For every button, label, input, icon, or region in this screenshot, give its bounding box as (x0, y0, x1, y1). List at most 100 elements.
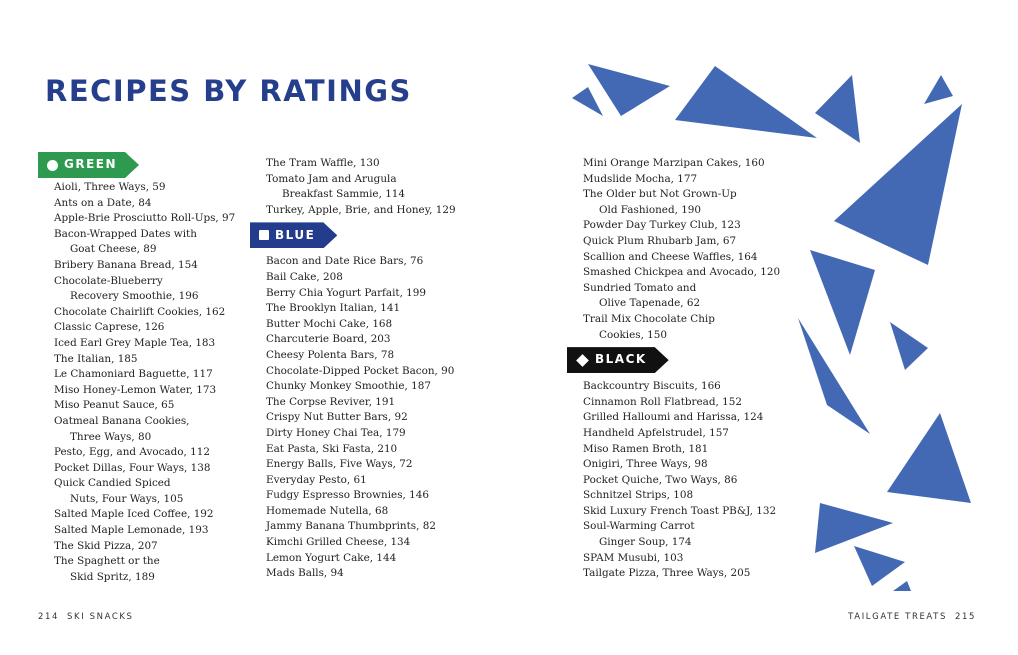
recipe-line-continued: Goat Cheese, 89 (70, 243, 157, 256)
recipe-line-continued: Ginger Soup, 174 (599, 536, 692, 549)
recipe-entry: Charcuterie Board, 203 (266, 332, 476, 348)
recipe-entry: Chocolate-Dipped Pocket Bacon, 90 (266, 364, 476, 380)
recipe-line: Kimchi Grilled Cheese, 134 (266, 536, 411, 549)
recipe-entry: Pocket Dillas, Four Ways, 138 (54, 461, 254, 477)
recipe-entry: The Spaghett or the Skid Spritz, 189 (54, 554, 254, 585)
recipe-line: The Skid Pizza, 207 (54, 539, 158, 552)
recipe-line: Onigiri, Three Ways, 98 (583, 458, 708, 471)
recipe-line: The Spaghett or the (54, 555, 160, 568)
rating-tag-black: BLACK (567, 347, 669, 373)
recipe-line: Skid Luxury French Toast PB&J, 132 (583, 504, 777, 517)
recipe-entry: Bribery Banana Bread, 154 (54, 258, 254, 274)
recipe-line: Quick Candied Spiced (54, 477, 171, 490)
recipe-entry: Mini Orange Marzipan Cakes, 160 (583, 156, 803, 172)
triangle-shape (675, 66, 817, 138)
recipe-line: Quick Plum Rhubarb Jam, 67 (583, 234, 737, 247)
recipe-line: The Brooklyn Italian, 141 (266, 302, 401, 315)
triangle-shape (810, 250, 875, 355)
recipe-column-2: The Tram Waffle, 130 Tomato Jam and Arugu… (266, 156, 476, 582)
footer-left-label: SKI SNACKS (67, 612, 134, 622)
recipe-entry: Quick Candied Spiced Nuts, Four Ways, 105 (54, 476, 254, 507)
recipe-entry: Le Chamoniard Baguette, 117 (54, 367, 254, 383)
recipe-entry: Grilled Halloumi and Harissa, 124 (583, 410, 803, 426)
recipe-line: Schnitzel Strips, 108 (583, 489, 694, 502)
recipe-line: Turkey, Apple, Brie, and Honey, 129 (266, 203, 456, 216)
recipe-entry: Apple-Brie Prosciutto Roll-Ups, 97 (54, 211, 254, 227)
recipe-entry: Fudgy Espresso Brownies, 146 (266, 488, 476, 504)
recipe-entry: Jammy Banana Thumbprints, 82 (266, 519, 476, 535)
recipe-entry: Tomato Jam and Arugula Breakfast Sammie, … (266, 172, 476, 203)
recipe-entry: The Older but Not Grown-Up Old Fashioned,… (583, 187, 803, 218)
recipe-line: Apple-Brie Prosciutto Roll-Ups, 97 (54, 212, 236, 225)
recipe-line: Bribery Banana Bread, 154 (54, 258, 198, 271)
recipe-line: Le Chamoniard Baguette, 117 (54, 368, 213, 381)
recipe-line: Miso Peanut Sauce, 65 (54, 399, 175, 412)
recipe-entry: Bacon-Wrapped Dates with Goat Cheese, 89 (54, 227, 254, 258)
recipe-entry: Classic Caprese, 126 (54, 320, 254, 336)
recipe-line: Fudgy Espresso Brownies, 146 (266, 489, 429, 502)
recipe-line-continued: Cookies, 150 (599, 328, 668, 341)
recipe-entry: SPAM Musubi, 103 (583, 551, 803, 567)
recipe-entry: Iced Earl Grey Maple Tea, 183 (54, 336, 254, 352)
recipe-line: Scallion and Cheese Waffles, 164 (583, 250, 758, 263)
recipe-line-continued: Old Fashioned, 190 (599, 203, 702, 216)
recipe-entry: Crispy Nut Butter Bars, 92 (266, 410, 476, 426)
recipe-entry: Dirty Honey Chai Tea, 179 (266, 426, 476, 442)
recipe-entry: Eat Pasta, Ski Fasta, 210 (266, 442, 476, 458)
recipe-line: Bacon and Date Rice Bars, 76 (266, 255, 424, 268)
recipe-entry: The Corpse Reviver, 191 (266, 395, 476, 411)
recipe-line: Powder Day Turkey Club, 123 (583, 219, 741, 232)
recipe-line: Sundried Tomato and (583, 281, 697, 294)
recipe-line: Mini Orange Marzipan Cakes, 160 (583, 157, 765, 169)
recipe-line: Classic Caprese, 126 (54, 321, 165, 334)
rating-tag-label: BLACK (595, 352, 647, 367)
recipe-line: Chocolate Chairlift Cookies, 162 (54, 305, 226, 318)
recipe-entry: Skid Luxury French Toast PB&J, 132 (583, 504, 803, 520)
recipe-line: The Tram Waffle, 130 (266, 157, 380, 169)
triangle-shape (815, 75, 860, 143)
recipe-entry: Salted Maple Lemonade, 193 (54, 523, 254, 539)
recipe-line: Salted Maple Lemonade, 193 (54, 524, 209, 537)
footer-left: 214 SKI SNACKS (38, 612, 134, 622)
recipe-line: Berry Chia Yogurt Parfait, 199 (266, 286, 427, 299)
recipe-line: Smashed Chickpea and Avocado, 120 (583, 266, 781, 279)
recipe-entry: Turkey, Apple, Brie, and Honey, 129 (266, 203, 476, 219)
recipe-entry: Pocket Quiche, Two Ways, 86 (583, 473, 803, 489)
footer-right: TAILGATE TREATS 215 (848, 612, 976, 622)
recipe-entry: Cheesy Polenta Bars, 78 (266, 348, 476, 364)
square-icon (259, 230, 269, 240)
recipe-entry: Tailgate Pizza, Three Ways, 205 (583, 566, 803, 582)
recipe-entry: The Brooklyn Italian, 141 (266, 301, 476, 317)
recipe-line: Grilled Halloumi and Harissa, 124 (583, 411, 764, 424)
recipe-entry: Chocolate-Blueberry Recovery Smoothie, 19… (54, 274, 254, 305)
triangle-shape (834, 104, 962, 265)
recipe-entry: Chunky Monkey Smoothie, 187 (266, 379, 476, 395)
recipe-entry: Schnitzel Strips, 108 (583, 488, 803, 504)
triangle-shape (572, 87, 603, 116)
recipe-entry: Butter Mochi Cake, 168 (266, 317, 476, 333)
recipe-line: Cinnamon Roll Flatbread, 152 (583, 395, 742, 408)
recipe-line-continued: Nuts, Four Ways, 105 (70, 492, 184, 505)
recipe-entry: Onigiri, Three Ways, 98 (583, 457, 803, 473)
recipe-line: The Corpse Reviver, 191 (266, 395, 396, 408)
recipe-line: Salted Maple Iced Coffee, 192 (54, 508, 214, 521)
recipe-line-continued: Three Ways, 80 (70, 430, 152, 443)
triangle-shape (887, 413, 971, 503)
recipe-entry: Homemade Nutella, 68 (266, 504, 476, 520)
recipe-entry: Aioli, Three Ways, 59 (54, 180, 254, 196)
recipe-line: Aioli, Three Ways, 59 (54, 181, 166, 193)
recipe-line: Miso Ramen Broth, 181 (583, 442, 709, 455)
recipe-line: Charcuterie Board, 203 (266, 333, 391, 346)
triangle-shape (893, 581, 911, 591)
triangle-shape (854, 546, 905, 586)
recipe-line-continued: Skid Spritz, 189 (70, 570, 155, 583)
recipe-line: Mudslide Mocha, 177 (583, 172, 698, 185)
recipe-line: Tailgate Pizza, Three Ways, 205 (583, 567, 751, 580)
recipe-column-1: GREEN Aioli, Three Ways, 59 Ants on a Date… (54, 156, 254, 585)
recipe-entry: Everyday Pesto, 61 (266, 473, 476, 489)
recipe-entry: Oatmeal Banana Cookies, Three Ways, 80 (54, 414, 254, 445)
recipe-entry: The Skid Pizza, 207 (54, 539, 254, 555)
recipe-entry: Smashed Chickpea and Avocado, 120 (583, 265, 803, 281)
triangle-shape (798, 318, 870, 434)
